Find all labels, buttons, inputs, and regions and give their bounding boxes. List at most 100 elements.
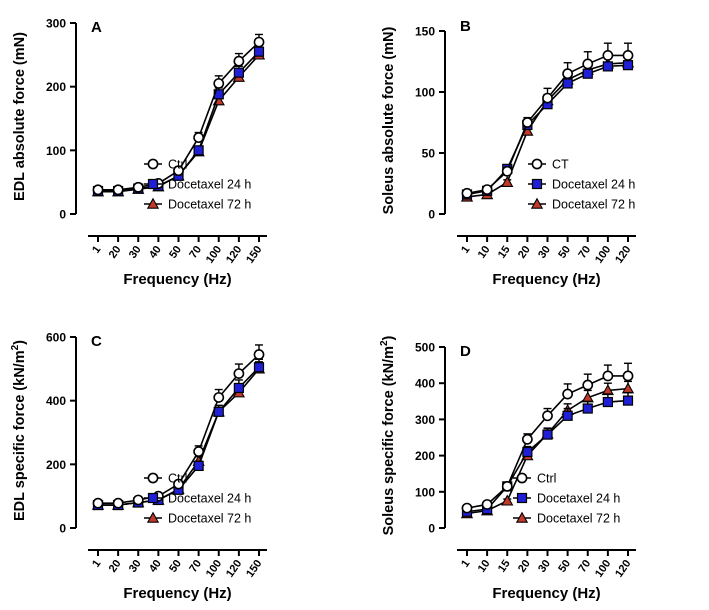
legend-marker (530, 197, 544, 209)
data-point (602, 50, 614, 61)
data-point (522, 446, 533, 458)
data-point (253, 46, 265, 57)
data-point (253, 349, 265, 360)
legend-label: Docetaxel 24 h (537, 492, 620, 506)
y-tick-label: 0 (59, 208, 66, 222)
x-tick-label: 1 (90, 558, 103, 570)
x-tick-label: 15 (496, 244, 513, 261)
legend-item: Docetaxel 24 h (144, 178, 251, 192)
panel-letter: D (460, 343, 471, 360)
panel-letter: B (460, 18, 471, 35)
legend-item: CT (528, 158, 569, 172)
data-point (562, 388, 574, 400)
legend-marker (515, 511, 529, 523)
y-tick-label: 200 (46, 458, 66, 472)
data-point (253, 362, 265, 373)
data-point (173, 165, 184, 177)
data-point (501, 480, 513, 492)
data-point (233, 382, 244, 394)
data-point (501, 175, 514, 187)
series-ct (461, 42, 634, 199)
legend-label: Ctrl (537, 472, 556, 486)
data-point (213, 406, 224, 417)
x-tick-label: 100 (204, 558, 224, 580)
legend-item: Docetaxel 24 h (513, 492, 620, 506)
x-tick-label: 70 (187, 558, 204, 575)
x-axis-label: Frequency (Hz) (492, 271, 600, 288)
x-axis-label: Frequency (Hz) (492, 585, 600, 602)
x-tick-label: 50 (556, 558, 573, 575)
x-tick-label: 20 (516, 244, 533, 261)
x-tick-label: 150 (244, 244, 264, 266)
y-tick-label: 150 (415, 25, 435, 39)
data-point (602, 61, 613, 72)
x-tick-label: 150 (244, 558, 264, 580)
legend-marker (147, 158, 159, 170)
x-tick-label: 30 (536, 244, 553, 261)
y-tick-label: 0 (428, 208, 435, 222)
data-point (521, 433, 533, 445)
y-axis-label: EDL specific force (kN/m2) (10, 340, 28, 521)
data-point (562, 68, 574, 80)
data-point (582, 379, 594, 391)
y-tick-label: 300 (46, 17, 66, 31)
data-point (461, 502, 473, 514)
data-point (92, 497, 104, 509)
data-point (542, 429, 553, 440)
data-point (501, 494, 514, 506)
series-line (466, 64, 629, 196)
legend-marker (147, 472, 159, 484)
y-tick-label: 100 (415, 86, 435, 100)
series-ctrl (461, 362, 634, 514)
series-line (466, 54, 628, 195)
legend-marker (146, 197, 160, 209)
data-point (233, 67, 244, 78)
y-tick-label: 200 (415, 449, 435, 463)
legend-item: Ctrl (144, 472, 187, 486)
x-tick-label: 50 (167, 244, 184, 261)
data-point (112, 184, 124, 196)
x-tick-label: 20 (107, 558, 124, 575)
y-tick-label: 0 (428, 522, 435, 536)
legend-item: Ctrl (144, 158, 187, 172)
data-point (621, 382, 635, 394)
legend-marker (146, 511, 160, 523)
data-point (481, 184, 493, 195)
data-point (602, 370, 614, 382)
data-point (622, 60, 634, 71)
legend-marker (516, 492, 528, 504)
y-tick-label: 600 (46, 331, 66, 345)
data-point (173, 478, 184, 490)
data-point (213, 392, 225, 403)
y-tick-label: 100 (46, 144, 66, 158)
legend-item: Docetaxel 72 h (144, 512, 251, 526)
data-point (132, 494, 144, 506)
data-point (193, 446, 205, 457)
y-tick-label: 300 (415, 413, 435, 427)
series-line (466, 375, 628, 509)
data-point (582, 58, 594, 70)
data-point (92, 184, 104, 196)
data-point (622, 50, 634, 61)
x-tick-label: 120 (224, 244, 244, 266)
y-tick-label: 50 (422, 147, 436, 161)
data-point (582, 68, 593, 79)
data-point (622, 370, 634, 382)
legend-marker (147, 492, 159, 504)
data-point (193, 460, 204, 472)
panel-letter: C (91, 333, 102, 350)
legend-marker (531, 158, 543, 170)
data-point (132, 181, 144, 193)
x-tick-label: 70 (576, 558, 593, 575)
legend-marker (516, 472, 528, 484)
y-tick-label: 400 (46, 394, 66, 408)
y-tick-label: 100 (415, 485, 435, 499)
legend-item: Docetaxel 72 h (513, 512, 620, 526)
legend-item: Docetaxel 72 h (528, 198, 635, 212)
data-point (542, 92, 553, 104)
data-point (582, 403, 593, 414)
x-tick-label: 50 (556, 244, 573, 261)
legend-label: Docetaxel 24 h (168, 492, 251, 506)
